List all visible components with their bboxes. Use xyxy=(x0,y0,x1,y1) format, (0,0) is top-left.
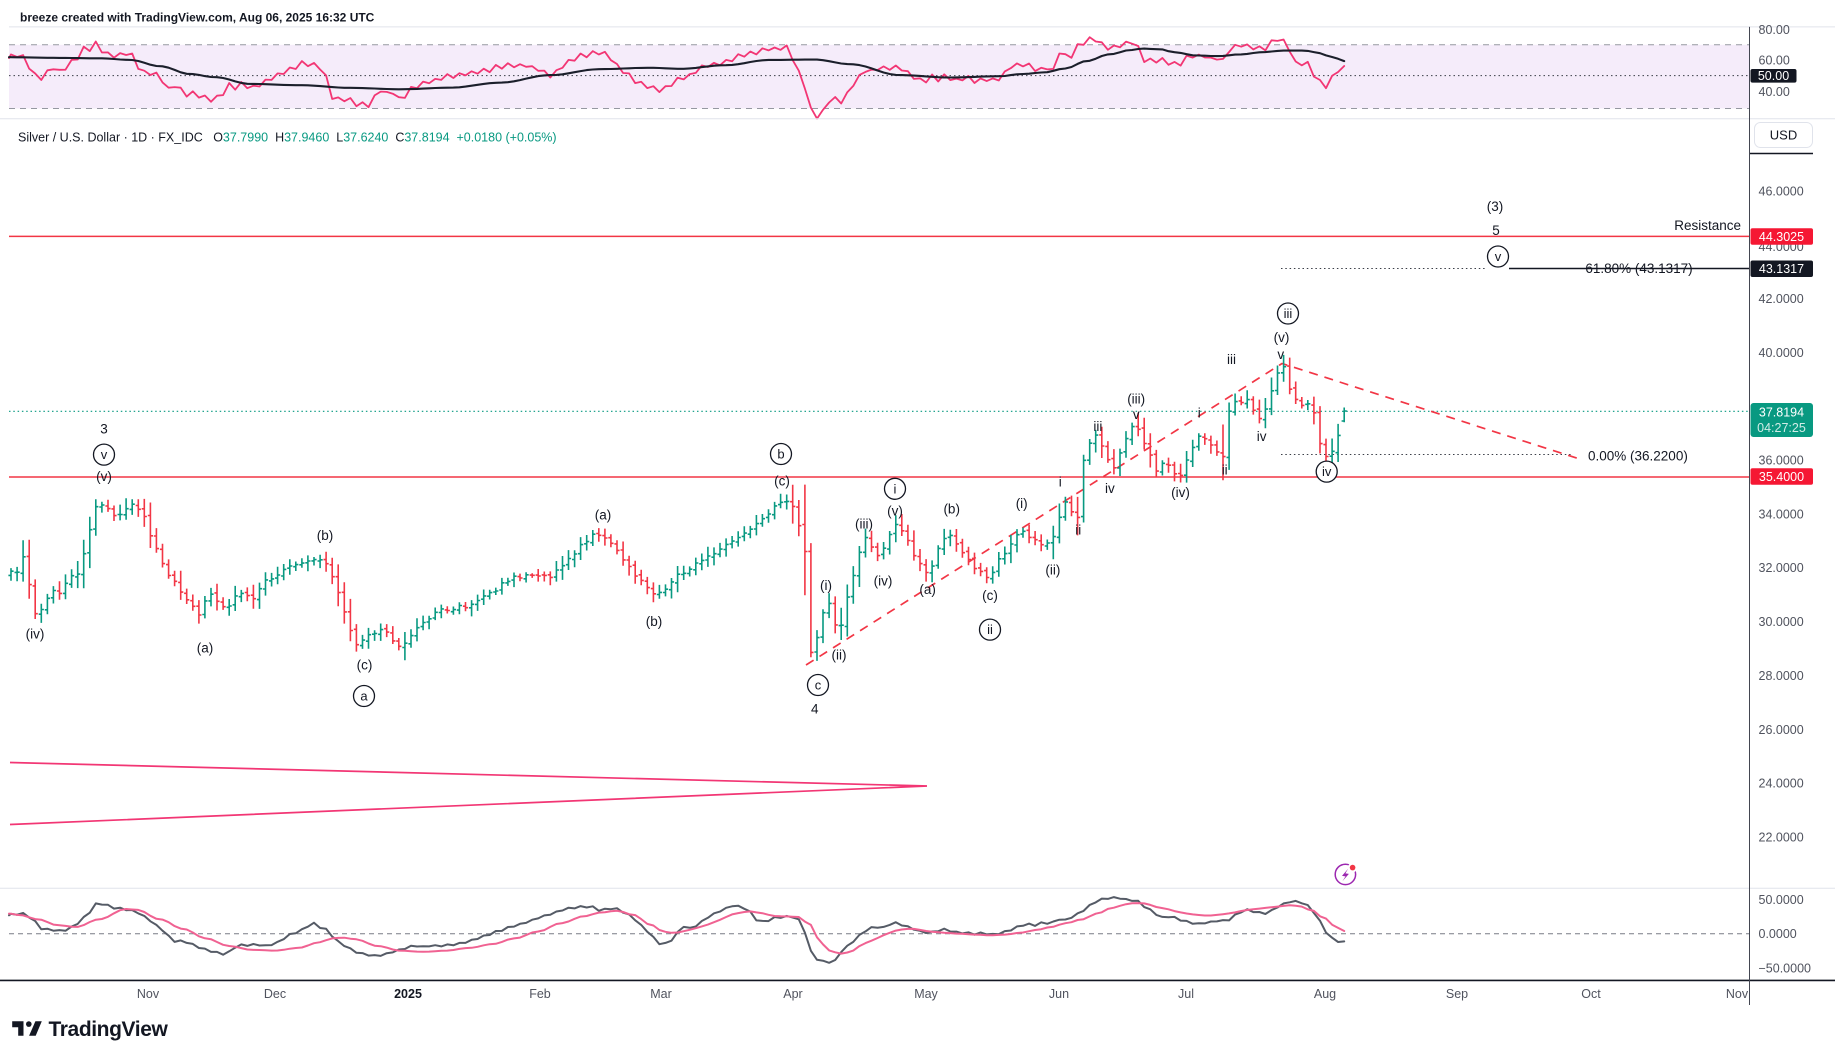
svg-text:37.8194: 37.8194 xyxy=(1759,406,1804,420)
svg-text:(v): (v) xyxy=(887,504,903,519)
svg-text:ii: ii xyxy=(1075,522,1081,537)
svg-text:(iv): (iv) xyxy=(26,627,45,642)
svg-text:Silver / U.S. Dollar · 1D · FX: Silver / U.S. Dollar · 1D · FX_IDC O37.7… xyxy=(18,131,557,145)
svg-text:0.00% (36.2200): 0.00% (36.2200) xyxy=(1588,449,1688,464)
svg-text:04:27:25: 04:27:25 xyxy=(1757,421,1806,435)
svg-text:ii: ii xyxy=(1222,462,1228,477)
svg-text:v: v xyxy=(1495,249,1502,264)
svg-text:(iv): (iv) xyxy=(1171,485,1190,500)
svg-text:(3): (3) xyxy=(1487,199,1504,214)
svg-text:(c): (c) xyxy=(357,658,373,673)
svg-text:24.0000: 24.0000 xyxy=(1759,777,1804,791)
svg-text:30.0000: 30.0000 xyxy=(1759,615,1804,629)
svg-text:(v): (v) xyxy=(1274,330,1290,345)
svg-text:46.0000: 46.0000 xyxy=(1759,184,1804,198)
svg-text:(a): (a) xyxy=(919,582,936,597)
svg-text:60.00: 60.00 xyxy=(1759,54,1790,68)
svg-text:61.80% (43.1317): 61.80% (43.1317) xyxy=(1585,261,1692,276)
svg-text:0.0000: 0.0000 xyxy=(1759,927,1797,941)
svg-text:(ii): (ii) xyxy=(832,648,847,663)
svg-text:26.0000: 26.0000 xyxy=(1759,723,1804,737)
svg-text:(b): (b) xyxy=(646,614,663,629)
svg-text:Dec: Dec xyxy=(264,987,286,1001)
svg-text:2025: 2025 xyxy=(394,987,422,1001)
svg-text:(iii): (iii) xyxy=(1127,392,1145,407)
svg-text:i: i xyxy=(1059,474,1062,489)
svg-text:22.0000: 22.0000 xyxy=(1759,831,1804,845)
svg-text:50.00: 50.00 xyxy=(1758,69,1789,83)
svg-text:v: v xyxy=(101,447,108,462)
svg-text:(iii): (iii) xyxy=(855,517,873,532)
svg-text:Nov: Nov xyxy=(1726,987,1749,1001)
svg-text:50.0000: 50.0000 xyxy=(1759,893,1804,907)
svg-text:iii: iii xyxy=(1227,352,1236,367)
svg-text:32.0000: 32.0000 xyxy=(1759,561,1804,575)
svg-text:iii: iii xyxy=(1284,306,1293,321)
svg-text:(i): (i) xyxy=(1016,496,1028,511)
svg-text:Apr: Apr xyxy=(783,987,802,1001)
svg-text:TradingView: TradingView xyxy=(49,1018,169,1041)
svg-text:(b): (b) xyxy=(317,528,334,543)
svg-text:44.3025: 44.3025 xyxy=(1759,230,1804,244)
svg-text:Feb: Feb xyxy=(529,987,551,1001)
svg-text:b: b xyxy=(777,447,784,462)
svg-text:(i): (i) xyxy=(820,578,832,593)
svg-text:4: 4 xyxy=(811,702,819,717)
svg-text:40.00: 40.00 xyxy=(1759,85,1790,99)
svg-text:i: i xyxy=(894,481,897,496)
svg-text:iii: iii xyxy=(1093,419,1102,434)
svg-text:(iv): (iv) xyxy=(874,574,893,589)
svg-text:iv: iv xyxy=(1105,481,1115,496)
svg-text:USD: USD xyxy=(1770,128,1797,143)
svg-text:v: v xyxy=(1133,407,1140,422)
svg-text:(c): (c) xyxy=(982,588,998,603)
svg-text:a: a xyxy=(360,689,368,704)
svg-text:i: i xyxy=(1198,405,1201,420)
svg-text:28.0000: 28.0000 xyxy=(1759,669,1804,683)
svg-text:breeze created with TradingVie: breeze created with TradingView.com, Aug… xyxy=(20,11,375,25)
svg-text:(b): (b) xyxy=(943,502,960,517)
svg-text:Oct: Oct xyxy=(1581,987,1601,1001)
svg-text:iv: iv xyxy=(1257,429,1267,444)
svg-text:−50.0000: −50.0000 xyxy=(1759,962,1812,976)
svg-text:May: May xyxy=(914,987,938,1001)
svg-text:Sep: Sep xyxy=(1446,987,1468,1001)
svg-text:Mar: Mar xyxy=(650,987,672,1001)
svg-text:iv: iv xyxy=(1322,464,1332,479)
svg-text:(v): (v) xyxy=(96,469,112,484)
svg-text:42.0000: 42.0000 xyxy=(1759,292,1804,306)
svg-text:80.00: 80.00 xyxy=(1759,23,1790,37)
svg-text:(a): (a) xyxy=(197,641,214,656)
svg-text:36.0000: 36.0000 xyxy=(1759,454,1804,468)
svg-text:(c): (c) xyxy=(774,474,790,489)
svg-text:3: 3 xyxy=(100,422,108,437)
svg-text:5: 5 xyxy=(1492,223,1500,238)
svg-text:c: c xyxy=(815,678,822,693)
svg-text:40.0000: 40.0000 xyxy=(1759,346,1804,360)
svg-text:35.4000: 35.4000 xyxy=(1759,470,1804,484)
svg-text:Resistance: Resistance xyxy=(1674,218,1741,233)
svg-text:Nov: Nov xyxy=(137,987,160,1001)
svg-text:(a): (a) xyxy=(595,508,612,523)
svg-text:43.1317: 43.1317 xyxy=(1759,262,1804,276)
svg-text:Jun: Jun xyxy=(1049,987,1069,1001)
svg-text:(ii): (ii) xyxy=(1045,563,1060,578)
svg-text:ii: ii xyxy=(987,622,993,637)
svg-text:Aug: Aug xyxy=(1314,987,1336,1001)
svg-text:v: v xyxy=(1277,347,1284,362)
svg-text:34.0000: 34.0000 xyxy=(1759,507,1804,521)
svg-text:Jul: Jul xyxy=(1178,987,1194,1001)
